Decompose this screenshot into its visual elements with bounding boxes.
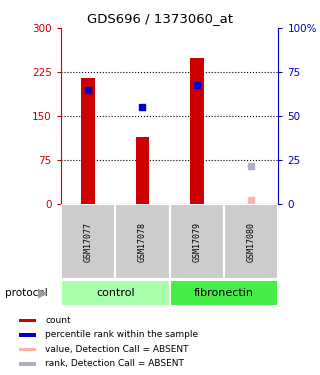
Bar (190, 57, 204, 204)
Text: percentile rank within the sample: percentile rank within the sample (45, 330, 198, 339)
Text: GSM17078: GSM17078 (138, 222, 147, 262)
Bar (170, 204, 224, 279)
Bar (19, 348, 36, 351)
Text: GDS696 / 1373060_at: GDS696 / 1373060_at (87, 12, 233, 25)
Text: count: count (45, 316, 71, 325)
Text: fibronectin: fibronectin (194, 288, 254, 298)
Text: GSM17079: GSM17079 (192, 222, 201, 262)
Bar (61, 280, 170, 306)
Text: control: control (96, 288, 134, 298)
Text: ▶: ▶ (38, 286, 48, 299)
Text: rank, Detection Call = ABSENT: rank, Detection Call = ABSENT (45, 360, 184, 369)
Bar (61, 204, 115, 279)
Bar (81, 78, 95, 204)
Bar (224, 204, 278, 279)
Bar (136, 137, 149, 204)
Bar (170, 280, 278, 306)
Text: protocol: protocol (5, 288, 48, 298)
Bar (19, 333, 36, 336)
Bar (19, 319, 36, 322)
Bar (19, 362, 36, 366)
Text: value, Detection Call = ABSENT: value, Detection Call = ABSENT (45, 345, 189, 354)
Text: GSM17077: GSM17077 (84, 222, 92, 262)
Bar (115, 204, 170, 279)
Text: GSM17080: GSM17080 (247, 222, 256, 262)
